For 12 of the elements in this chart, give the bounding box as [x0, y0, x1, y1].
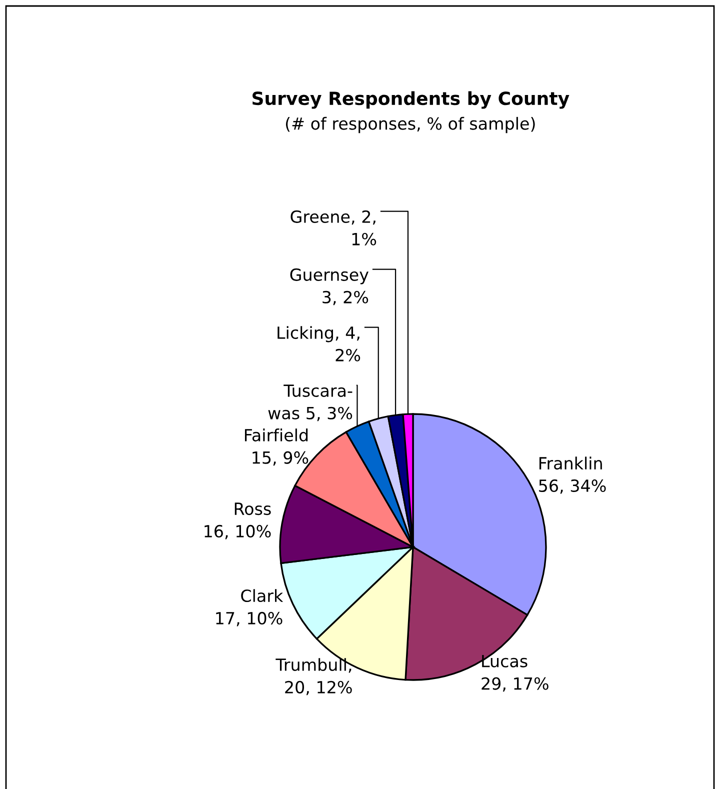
slice-label: Franklin 56, 34% — [539, 456, 606, 494]
slice-label: Guernsey 3, 2% — [290, 268, 369, 306]
slice-label: Fairfield 15, 9% — [244, 428, 308, 466]
slice-label: Lucas 29, 17% — [482, 655, 548, 692]
chart-title: Survey Respondents by County — [252, 91, 570, 109]
slice-label: Greene, 2, 1% — [290, 210, 376, 246]
slice-label: Licking, 4, 2% — [278, 326, 360, 362]
slice-label: Tuscara- was 5, 3% — [268, 384, 352, 422]
slice-label: Ross 16, 10% — [204, 502, 271, 540]
chart-subtitle: (# of responses, % of sample) — [286, 116, 535, 134]
slice-label: Trumbull, 20, 12% — [276, 658, 352, 696]
slice-label: Clark 17, 10% — [216, 589, 284, 626]
